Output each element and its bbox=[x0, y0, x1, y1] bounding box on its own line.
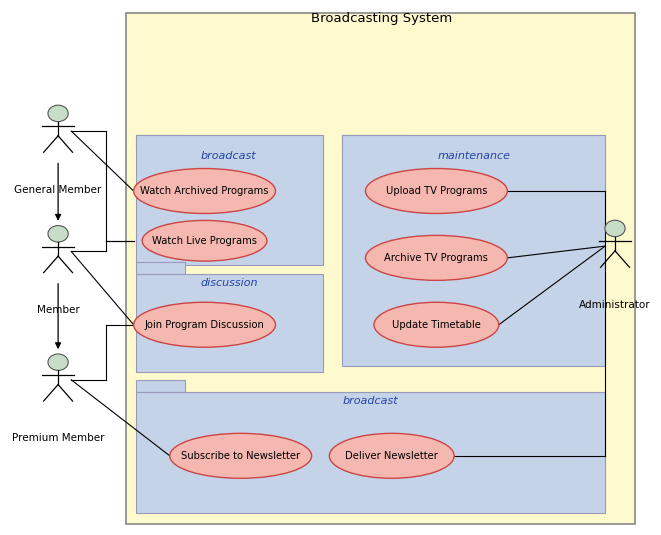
Text: maintenance: maintenance bbox=[438, 151, 510, 162]
Text: discussion: discussion bbox=[200, 278, 258, 288]
Ellipse shape bbox=[134, 169, 276, 213]
FancyBboxPatch shape bbox=[136, 274, 323, 372]
Text: Administrator: Administrator bbox=[579, 300, 651, 310]
Ellipse shape bbox=[134, 302, 276, 347]
Ellipse shape bbox=[366, 169, 508, 213]
Text: Member: Member bbox=[37, 305, 79, 315]
Circle shape bbox=[48, 354, 68, 370]
Text: Subscribe to Newsletter: Subscribe to Newsletter bbox=[181, 451, 300, 461]
Ellipse shape bbox=[374, 302, 499, 347]
Text: Premium Member: Premium Member bbox=[12, 433, 104, 444]
Text: broadcast: broadcast bbox=[201, 151, 256, 162]
Text: Join Program Discussion: Join Program Discussion bbox=[145, 320, 264, 330]
FancyBboxPatch shape bbox=[136, 262, 185, 274]
FancyBboxPatch shape bbox=[342, 135, 605, 366]
Text: Watch Archived Programs: Watch Archived Programs bbox=[140, 186, 269, 196]
FancyBboxPatch shape bbox=[136, 380, 185, 392]
Ellipse shape bbox=[366, 235, 508, 280]
FancyBboxPatch shape bbox=[136, 135, 323, 265]
Text: Update Timetable: Update Timetable bbox=[392, 320, 481, 330]
Circle shape bbox=[48, 105, 68, 121]
Circle shape bbox=[48, 226, 68, 242]
Text: Watch Live Programs: Watch Live Programs bbox=[152, 236, 257, 246]
Circle shape bbox=[605, 220, 625, 236]
Ellipse shape bbox=[142, 220, 267, 261]
FancyBboxPatch shape bbox=[136, 392, 605, 513]
FancyBboxPatch shape bbox=[342, 135, 405, 147]
Ellipse shape bbox=[170, 433, 311, 478]
Text: broadcast: broadcast bbox=[342, 396, 398, 406]
FancyBboxPatch shape bbox=[136, 135, 185, 147]
Text: Deliver Newsletter: Deliver Newsletter bbox=[345, 451, 438, 461]
Text: General Member: General Member bbox=[15, 185, 102, 195]
Text: Broadcasting System: Broadcasting System bbox=[311, 12, 453, 25]
Text: Archive TV Programs: Archive TV Programs bbox=[385, 253, 488, 263]
Ellipse shape bbox=[329, 433, 454, 478]
Text: Upload TV Programs: Upload TV Programs bbox=[386, 186, 487, 196]
FancyBboxPatch shape bbox=[126, 13, 635, 524]
